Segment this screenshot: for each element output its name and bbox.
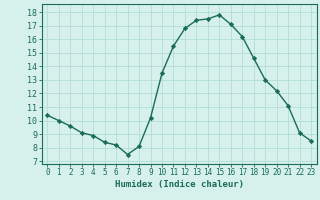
X-axis label: Humidex (Indice chaleur): Humidex (Indice chaleur) [115, 180, 244, 189]
